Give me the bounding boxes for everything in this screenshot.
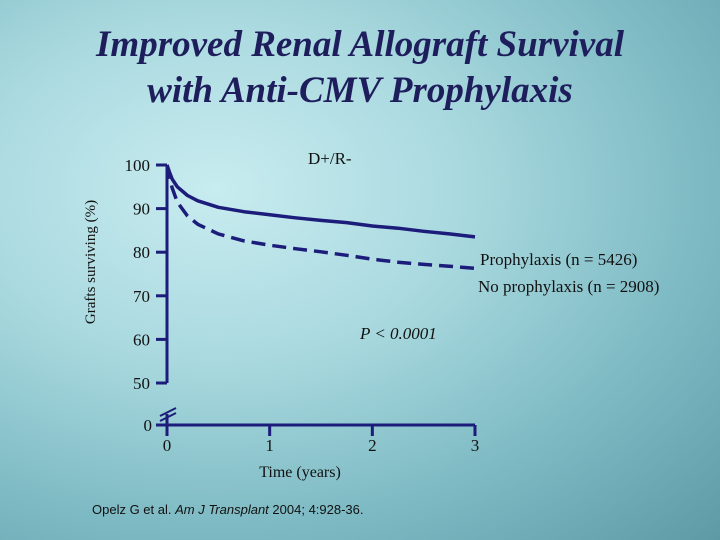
y-axis-label: Grafts surviving (%) [83, 200, 99, 324]
y-tick-label: 60 [133, 330, 150, 349]
legend-prophylaxis: Prophylaxis (n = 5426) [480, 250, 637, 269]
title-line-1: Improved Renal Allograft Survival [96, 24, 624, 65]
p-value: P < 0.0001 [359, 324, 437, 343]
x-tick-label: 3 [471, 436, 480, 455]
series-prophylaxis-line [165, 164, 476, 239]
citation: Opelz G et al. Am J Transplant 2004; 4:9… [92, 502, 364, 517]
citation-authors: Opelz G et al. [92, 502, 172, 517]
citation-journal: Am J Transplant [175, 502, 269, 517]
x-axis-label: Time (years) [259, 464, 341, 481]
x-tick-label: 0 [163, 436, 172, 455]
y-tick-label: 80 [133, 243, 150, 262]
slide-title: Improved Renal Allograft Survival with A… [0, 22, 720, 114]
series-layer [165, 164, 476, 271]
y-tick-label: 50 [133, 374, 150, 393]
series-no-prophylaxis-line [165, 164, 476, 271]
axis-break-mark [159, 412, 177, 422]
x-tick-label: 1 [265, 436, 274, 455]
subgroup-label: D+/R- [308, 149, 352, 168]
y-tick-label: 100 [125, 156, 151, 175]
x-tick-label: 2 [368, 436, 377, 455]
legend-no-prophylaxis: No prophylaxis (n = 2908) [478, 277, 659, 296]
y-tick-label: 0 [144, 416, 153, 435]
title-line-2: with Anti-CMV Prophylaxis [147, 70, 573, 111]
citation-details: 2004; 4:928-36. [272, 502, 364, 517]
y-tick-label: 90 [133, 200, 150, 219]
chart-axes: 100 90 80 70 60 50 00 1 2 3 [125, 156, 480, 455]
y-tick-label: 70 [133, 287, 150, 306]
axis-break-mark [159, 407, 177, 417]
